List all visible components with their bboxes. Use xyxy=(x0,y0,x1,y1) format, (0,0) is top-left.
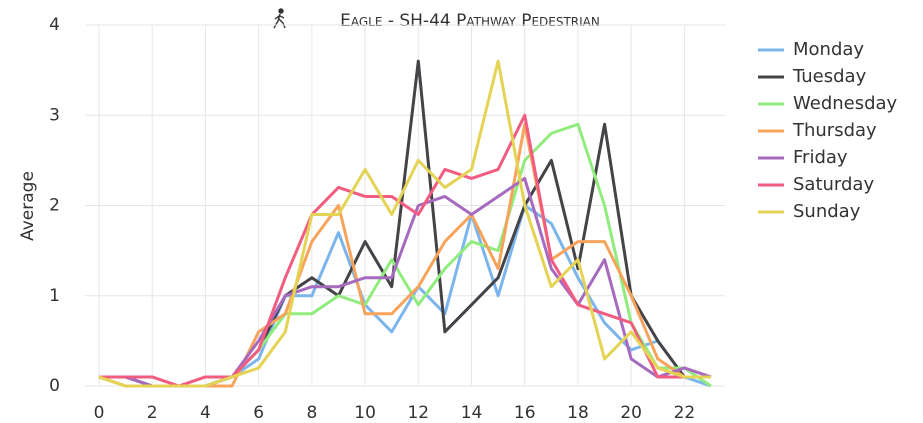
x-tick-label: 22 xyxy=(674,403,696,423)
series-line xyxy=(99,113,711,388)
x-tick-label: 4 xyxy=(200,403,211,423)
series-line xyxy=(98,59,711,388)
y-tick-label: 2 xyxy=(49,196,60,216)
y-tick-label: 1 xyxy=(49,286,60,306)
chart-title: Eagle - SH-44 Pathway Pedestrian xyxy=(340,11,600,31)
pedestrian-icon xyxy=(273,8,286,29)
x-tick-label: 16 xyxy=(514,403,536,423)
y-axis-label: Average xyxy=(18,171,38,241)
x-tick-label: 8 xyxy=(306,403,317,423)
legend-label: Tuesday xyxy=(792,66,867,87)
x-tick-label: 2 xyxy=(147,403,158,423)
legend-label: Monday xyxy=(793,39,864,60)
legend-label: Friday xyxy=(793,147,848,168)
x-tick-label: 6 xyxy=(253,403,264,423)
x-tick-label: 12 xyxy=(407,403,429,423)
x-tick-label: 10 xyxy=(354,403,376,423)
legend-label: Saturday xyxy=(793,174,874,195)
x-tick-label: 14 xyxy=(461,403,483,423)
x-tick-label: 20 xyxy=(620,403,642,423)
y-tick-label: 4 xyxy=(49,15,60,35)
legend-label: Wednesday xyxy=(793,93,898,114)
legend-label: Sunday xyxy=(793,201,861,222)
y-tick-label: 3 xyxy=(49,105,60,125)
y-tick-label: 0 xyxy=(49,376,60,396)
x-tick-label: 0 xyxy=(94,403,105,423)
legend-label: Thursday xyxy=(792,120,877,141)
x-tick-label: 18 xyxy=(567,403,589,423)
